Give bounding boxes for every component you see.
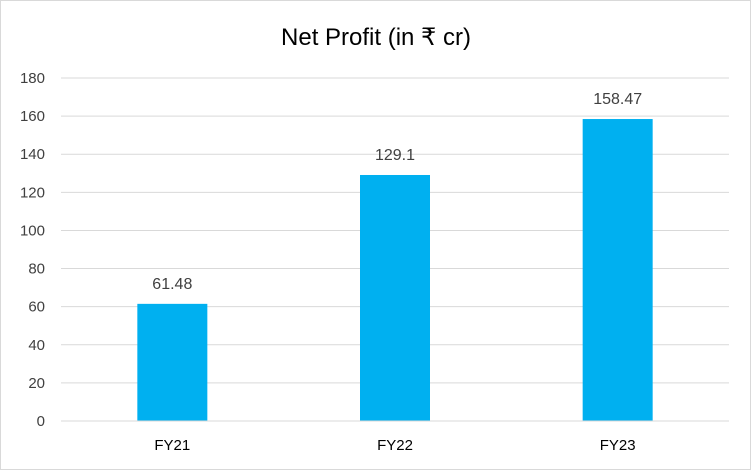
x-category-label-fy23: FY23 xyxy=(600,437,636,454)
x-category-label-fy22: FY22 xyxy=(377,437,413,454)
x-axis-category-labels: FY21 FY22 FY23 xyxy=(154,437,635,454)
y-tick-label: 180 xyxy=(20,70,45,87)
data-label-fy21: 61.48 xyxy=(152,276,192,293)
bars xyxy=(137,119,653,421)
y-tick-label: 60 xyxy=(28,299,45,316)
y-tick-label: 20 xyxy=(28,375,45,392)
y-tick-label: 140 xyxy=(20,146,45,163)
y-axis-tick-labels: 0 20 40 60 80 100 120 140 160 180 xyxy=(20,70,45,430)
data-label-fy23: 158.47 xyxy=(593,91,642,108)
x-category-label-fy21: FY21 xyxy=(154,437,190,454)
y-tick-label: 0 xyxy=(37,413,45,430)
data-labels: 61.48 129.1 158.47 xyxy=(152,91,642,293)
y-tick-label: 120 xyxy=(20,184,45,201)
bar-fy21 xyxy=(137,303,208,421)
chart-title: Net Profit (in ₹ cr) xyxy=(281,24,471,51)
y-tick-label: 40 xyxy=(28,337,45,354)
data-label-fy22: 129.1 xyxy=(375,147,415,164)
bar-fy22 xyxy=(360,174,430,421)
y-tick-label: 80 xyxy=(28,261,45,278)
bar-fy23 xyxy=(582,119,653,421)
y-tick-label: 100 xyxy=(20,222,45,239)
y-tick-label: 160 xyxy=(20,108,45,125)
